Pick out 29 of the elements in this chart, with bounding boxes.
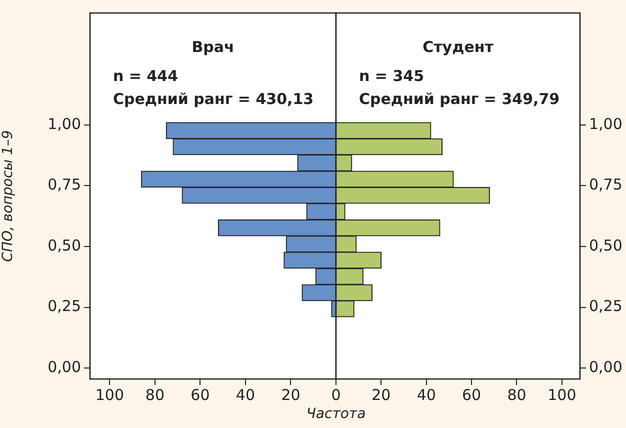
- x-tick-label: 60: [190, 386, 210, 404]
- x-axis-title: Частота: [305, 406, 367, 422]
- y-tick-label: 0,00: [48, 358, 81, 376]
- y-tick-label: 1,00: [48, 114, 81, 133]
- x-tick-label: 60: [462, 386, 482, 404]
- x-tick-label: 0: [331, 386, 341, 404]
- y-tick-label: 0,50: [589, 236, 622, 254]
- annotation: Средний ранг = 349,79: [359, 90, 560, 108]
- annotation: n = 444: [113, 66, 178, 85]
- y-tick-label: 0,25: [48, 297, 81, 316]
- y-axis-title: СПО, вопросы 1–9: [0, 130, 16, 262]
- y-tick-label: 0,50: [48, 236, 81, 254]
- x-tick-label: 100: [95, 386, 124, 404]
- text: Врач: [192, 38, 234, 56]
- x-tick-label: 20: [281, 386, 300, 404]
- annotation: Средний ранг = 430,13: [113, 90, 314, 108]
- x-tick-label: 40: [236, 386, 256, 404]
- text: Студент: [422, 38, 494, 56]
- y-tick-label: 0,75: [48, 176, 81, 194]
- x-tick-label: 80: [145, 386, 164, 404]
- y-tick-label: 0,25: [589, 297, 622, 316]
- y-tick-label: 0,00: [589, 358, 622, 376]
- annotation: n = 345: [359, 66, 424, 85]
- x-tick-label: 100: [548, 386, 576, 404]
- x-tick-label: 80: [507, 386, 526, 404]
- y-tick-label: 1,00: [589, 114, 622, 133]
- y-tick-label: 0,75: [589, 176, 622, 194]
- x-tick-label: 20: [372, 386, 391, 404]
- x-tick-label: 40: [416, 386, 436, 404]
